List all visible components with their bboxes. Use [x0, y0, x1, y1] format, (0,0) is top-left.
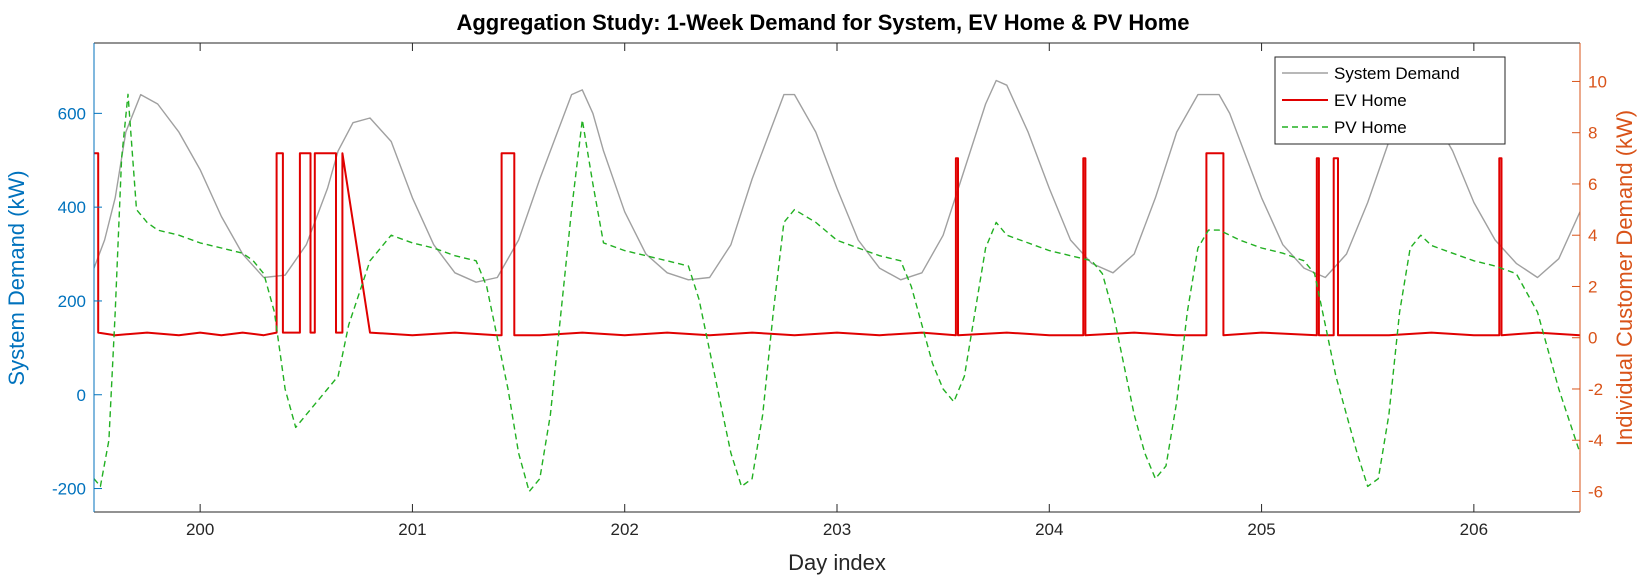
x-tick-label: 202	[611, 520, 639, 539]
x-tick-label: 201	[398, 520, 426, 539]
right-tick-label: -6	[1588, 482, 1603, 501]
right-tick-label: 4	[1588, 226, 1597, 245]
chart-title: Aggregation Study: 1-Week Demand for Sys…	[456, 10, 1189, 35]
legend-label-ev: EV Home	[1334, 91, 1407, 110]
x-tick-label: 204	[1035, 520, 1063, 539]
series-line-ev	[94, 152, 1580, 337]
legend-label-pv: PV Home	[1334, 118, 1407, 137]
series-line-system	[94, 79, 1580, 283]
left-tick-label: 600	[58, 104, 86, 123]
x-tick-label: 205	[1247, 520, 1275, 539]
left-tick-label: 0	[77, 386, 86, 405]
legend: System Demand EV Home PV Home	[1274, 56, 1506, 145]
left-axis-label: System Demand (kW)	[4, 170, 29, 385]
left-tick-label: 200	[58, 292, 86, 311]
x-tick-label: 206	[1460, 520, 1488, 539]
right-tick-label: 8	[1588, 124, 1597, 143]
right-tick-label: 10	[1588, 72, 1607, 91]
x-tick-label: 203	[823, 520, 851, 539]
x-tick-label: 200	[186, 520, 214, 539]
legend-label-system: System Demand	[1334, 64, 1460, 83]
right-tick-label: 2	[1588, 277, 1597, 296]
right-tick-label: -4	[1588, 431, 1603, 450]
series-line-pv	[94, 93, 1580, 493]
right-tick-label: 0	[1588, 329, 1597, 348]
x-axis-label: Day index	[788, 550, 886, 575]
left-tick-label: 400	[58, 198, 86, 217]
right-tick-label: -2	[1588, 380, 1603, 399]
series-layer	[94, 79, 1580, 493]
left-tick-label: -200	[52, 480, 86, 499]
axes-layer: 200 201 202 203 204 205 206-2000200400600-6-4-…	[52, 42, 1607, 539]
right-tick-label: 6	[1588, 175, 1597, 194]
right-axis-label: Individual Customer Demand (kW)	[1612, 110, 1637, 446]
